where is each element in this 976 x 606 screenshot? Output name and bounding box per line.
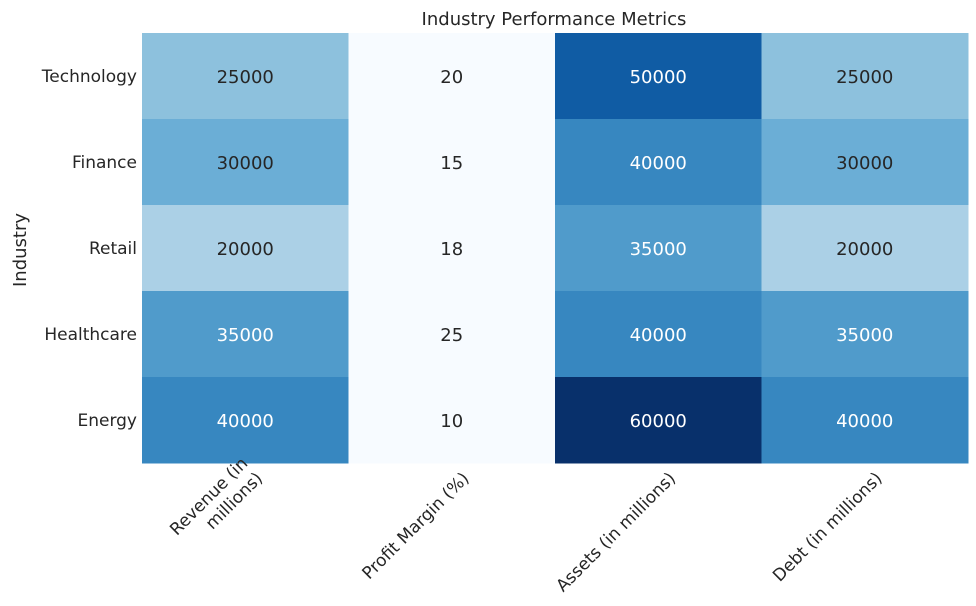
cell-annotations: 25000 20 50000 25000 30000 15 40000 30000 20000 1… <box>217 67 894 432</box>
cell-value-label: 30000 <box>217 153 274 174</box>
cell-value-label: 25000 <box>217 67 274 88</box>
heatmap-cell <box>555 119 762 206</box>
heatmap-cell <box>348 205 556 292</box>
cell-value-label: 40000 <box>630 325 687 346</box>
heatmap-cell <box>761 291 969 378</box>
heatmap-cell <box>142 205 349 292</box>
heatmap-cell <box>348 291 556 378</box>
row-tick-label: Finance <box>72 153 137 173</box>
heatmap-cell <box>761 377 969 464</box>
cell-value-label: 50000 <box>630 67 687 88</box>
cell-value-label: 10 <box>440 411 463 432</box>
heatmap-cell <box>142 119 349 206</box>
column-tick-label: Debt (in millions) <box>769 469 886 586</box>
cell-value-label: 35000 <box>217 325 274 346</box>
row-tick-label: Technology <box>41 67 137 87</box>
row-tick-label: Healthcare <box>44 325 137 345</box>
heatmap-cell <box>142 291 349 378</box>
heatmap-cell <box>761 119 969 206</box>
heatmap-cell <box>555 33 762 120</box>
cell-value-label: 40000 <box>217 411 274 432</box>
y-axis-label: Industry <box>10 213 31 287</box>
heatmap-cell <box>555 377 762 464</box>
heatmap-cell <box>142 33 349 120</box>
column-tick-label: Assets (in millions) <box>552 469 680 597</box>
cell-value-label: 18 <box>440 239 463 260</box>
cell-value-label: 20 <box>440 67 463 88</box>
column-labels: Revenue (inmillions) Profit Margin (%) Ass… <box>166 454 886 596</box>
column-tick-label: Profit Margin (%) <box>359 469 474 584</box>
row-labels: Technology Finance Retail Healthcare Energy <box>41 67 137 431</box>
heatmap-cell <box>348 119 556 206</box>
cell-value-label: 25 <box>440 325 463 346</box>
heatmap-cell <box>761 205 969 292</box>
row-tick-label: Retail <box>89 239 137 259</box>
heatmap-cell <box>348 377 556 464</box>
cell-value-label: 25000 <box>836 67 893 88</box>
cell-value-label: 60000 <box>630 411 687 432</box>
heatmap-cells <box>142 33 969 464</box>
cell-value-label: 15 <box>440 153 463 174</box>
heatmap-cell <box>761 33 969 120</box>
cell-value-label: 20000 <box>836 239 893 260</box>
cell-value-label: 40000 <box>630 153 687 174</box>
cell-value-label: 20000 <box>217 239 274 260</box>
heatmap-cell <box>142 377 349 464</box>
column-tick-label: Revenue (inmillions) <box>166 454 267 555</box>
heatmap-cell <box>555 205 762 292</box>
heatmap-cell <box>348 33 556 120</box>
cell-value-label: 40000 <box>836 411 893 432</box>
row-tick-label: Energy <box>77 411 137 431</box>
cell-value-label: 35000 <box>630 239 687 260</box>
cell-value-label: 30000 <box>836 153 893 174</box>
chart-title: Industry Performance Metrics <box>422 9 687 30</box>
cell-value-label: 35000 <box>836 325 893 346</box>
heatmap-cell <box>555 291 762 378</box>
